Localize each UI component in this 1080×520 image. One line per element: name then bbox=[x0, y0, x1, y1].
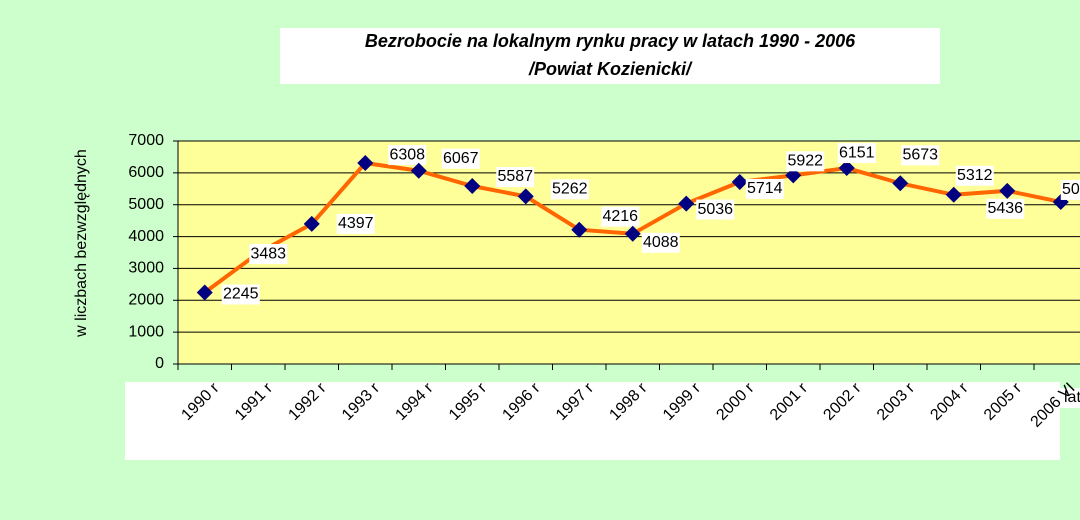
data-label-box bbox=[745, 178, 784, 199]
data-label-box bbox=[601, 206, 640, 227]
data-label-box bbox=[986, 198, 1025, 219]
marker bbox=[838, 160, 855, 177]
data-label: 5036 bbox=[697, 201, 733, 218]
data-label-box bbox=[641, 232, 680, 253]
data-label: 3483 bbox=[250, 245, 286, 262]
y-tick-label: 1000 bbox=[128, 323, 164, 340]
y-axis-label: w liczbach bezwzględnych bbox=[73, 149, 90, 338]
y-tick-label: 4000 bbox=[128, 228, 164, 245]
marker bbox=[517, 188, 534, 205]
y-tick-label: 3000 bbox=[128, 260, 164, 277]
data-label: 2245 bbox=[223, 286, 259, 303]
data-label-box bbox=[496, 167, 535, 188]
data-label-box bbox=[550, 179, 589, 200]
y-tick-label: 0 bbox=[155, 355, 164, 372]
y-tick-label: 2000 bbox=[128, 292, 164, 309]
marker bbox=[999, 182, 1016, 199]
marker bbox=[303, 215, 320, 232]
y-tick-label: 7000 bbox=[128, 132, 164, 149]
y-tick-label: 5000 bbox=[128, 196, 164, 213]
marker bbox=[945, 186, 962, 203]
data-label-box bbox=[696, 199, 735, 220]
data-label-box bbox=[221, 284, 260, 305]
data-label-box bbox=[1060, 179, 1080, 200]
marker bbox=[571, 221, 588, 238]
data-label-box bbox=[441, 148, 480, 169]
marker bbox=[357, 155, 374, 172]
marker bbox=[196, 284, 213, 301]
data-label: 4397 bbox=[338, 215, 374, 232]
data-label: 4216 bbox=[602, 208, 638, 225]
data-label-box bbox=[336, 213, 375, 234]
title-box bbox=[280, 28, 940, 84]
marker bbox=[731, 173, 748, 190]
data-label: 6151 bbox=[839, 144, 875, 161]
marker bbox=[410, 162, 427, 179]
marker bbox=[678, 195, 695, 212]
x-label-box bbox=[125, 382, 1060, 460]
data-label-box bbox=[955, 165, 994, 186]
data-label-box bbox=[786, 151, 825, 172]
data-label: 5673 bbox=[902, 146, 938, 163]
data-label: 6308 bbox=[389, 146, 425, 163]
marker bbox=[464, 178, 481, 195]
data-label: 5087 bbox=[1062, 181, 1080, 198]
data-label: 5262 bbox=[552, 181, 588, 198]
marker bbox=[892, 175, 909, 192]
data-label-box bbox=[901, 145, 940, 166]
data-label: 5922 bbox=[787, 153, 823, 170]
data-label-box bbox=[388, 145, 427, 166]
data-label: 5436 bbox=[987, 200, 1023, 217]
marker bbox=[624, 225, 641, 242]
chart-title: Bezrobocie na lokalnym rynku pracy w lat… bbox=[365, 31, 856, 51]
data-label: 6067 bbox=[443, 150, 479, 167]
chart-subtitle: /Powiat Kozienicki/ bbox=[528, 59, 693, 79]
data-label: 5714 bbox=[747, 180, 783, 197]
data-label-box bbox=[837, 143, 876, 164]
data-label: 5312 bbox=[957, 167, 993, 184]
x-axis-label: lata bbox=[1064, 389, 1080, 406]
y-tick-label: 6000 bbox=[128, 164, 164, 181]
data-label: 5587 bbox=[497, 168, 533, 185]
data-label: 4088 bbox=[643, 234, 679, 251]
data-label-box bbox=[249, 244, 288, 265]
plot-area bbox=[178, 141, 1080, 364]
x-axis-label-box bbox=[1060, 388, 1080, 408]
